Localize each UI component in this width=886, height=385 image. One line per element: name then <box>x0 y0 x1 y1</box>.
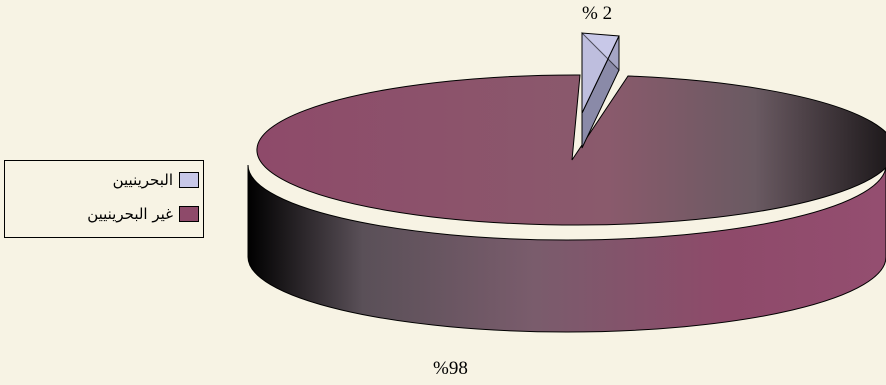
legend-item-non-bahraini: غير البحرينيين <box>87 205 199 223</box>
pie-slice-side <box>247 164 886 333</box>
legend-label: البحرينيين <box>112 171 173 189</box>
legend-swatch <box>179 206 199 222</box>
data-label-bahraini: % 2 <box>582 3 613 24</box>
legend-label: غير البحرينيين <box>87 205 173 223</box>
pie-slice-bahraini-front <box>581 31 620 114</box>
pie-slice-non-bahraini <box>256 74 886 226</box>
legend-item-bahraini: البحرينيين <box>113 171 199 189</box>
legend-swatch <box>179 172 199 188</box>
data-label-non-bahraini: %98 <box>433 358 468 379</box>
legend: البحرينيين غير البحرينيين <box>4 160 204 238</box>
